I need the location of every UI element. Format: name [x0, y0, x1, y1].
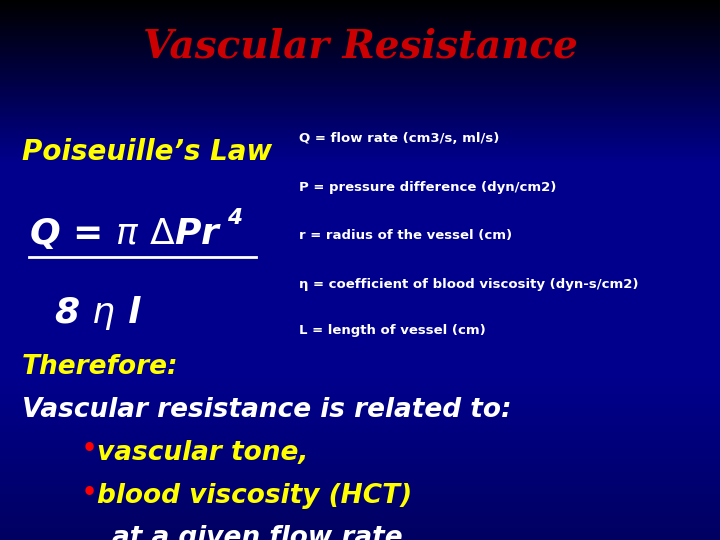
Text: vascular tone,: vascular tone,	[97, 440, 309, 466]
Text: 8 $\eta$ l: 8 $\eta$ l	[54, 294, 142, 332]
Text: η = coefficient of blood viscosity (dyn-s/cm2): η = coefficient of blood viscosity (dyn-…	[299, 278, 639, 291]
Text: Therefore:: Therefore:	[22, 354, 178, 380]
Text: Q = flow rate (cm3/s, ml/s): Q = flow rate (cm3/s, ml/s)	[299, 132, 499, 145]
Text: at a given flow rate.: at a given flow rate.	[112, 525, 413, 540]
Text: •: •	[81, 481, 96, 504]
Text: Vascular resistance is related to:: Vascular resistance is related to:	[22, 397, 511, 423]
Text: blood viscosity (HCT): blood viscosity (HCT)	[97, 483, 413, 509]
Text: P = pressure difference (dyn/cm2): P = pressure difference (dyn/cm2)	[299, 181, 556, 194]
Text: Q = $\pi$ $\Delta$Pr: Q = $\pi$ $\Delta$Pr	[29, 216, 222, 251]
Text: r = radius of the vessel (cm): r = radius of the vessel (cm)	[299, 230, 512, 242]
Text: 4: 4	[227, 208, 242, 228]
Text: L = length of vessel (cm): L = length of vessel (cm)	[299, 324, 485, 337]
Text: •: •	[81, 437, 96, 461]
Text: Poiseuille’s Law: Poiseuille’s Law	[22, 138, 271, 166]
Text: Vascular Resistance: Vascular Resistance	[143, 27, 577, 65]
